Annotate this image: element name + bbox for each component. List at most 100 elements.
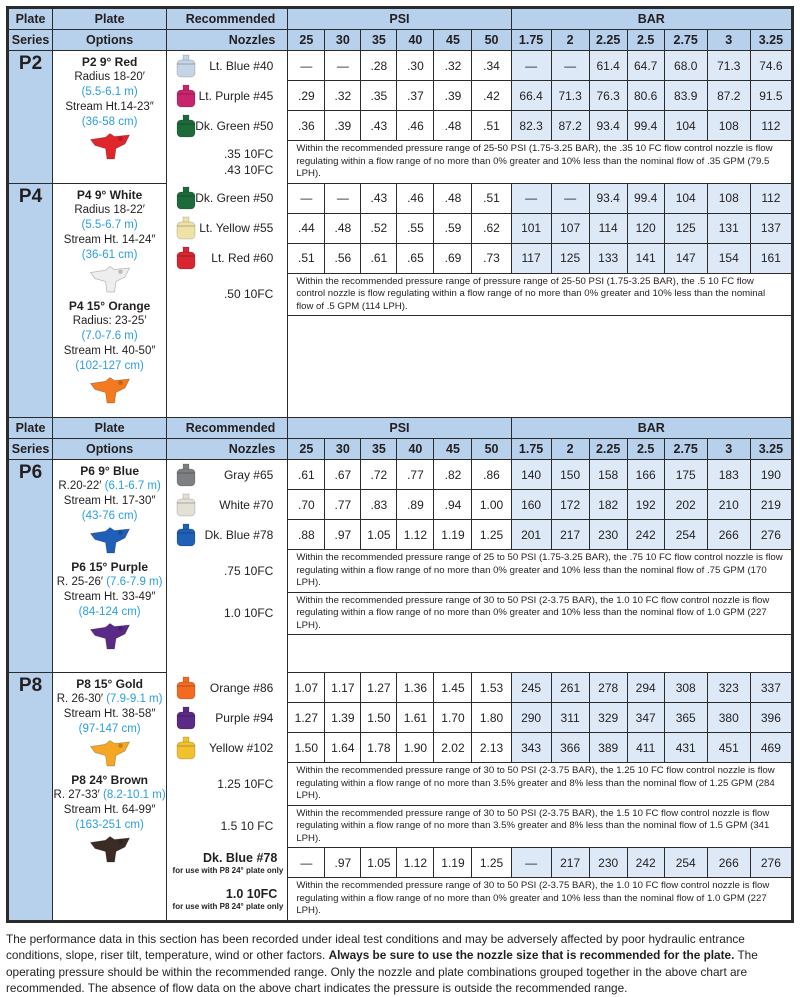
psi-value: .97 [324, 519, 362, 550]
bar-value: 172 [550, 489, 590, 520]
bar-value: 158 [588, 459, 628, 490]
psi-value: .48 [433, 110, 473, 141]
bar-header: BAR [510, 7, 794, 30]
header-row-1: Plate Plate Recommended PSI BAR [6, 417, 794, 439]
flow-control-note: Within the recommended pressure range of… [287, 591, 793, 635]
nozzle-icon [176, 54, 196, 78]
plate-spec-imperial: Radius 18-20′ [74, 71, 145, 83]
bar-value: 389 [588, 732, 628, 763]
plate-spec: Stream Ht. 38-58″ [53, 707, 166, 722]
psi-value: .46 [396, 110, 435, 141]
bar-value: 245 [510, 672, 552, 703]
nozzles-header: Recommended [166, 7, 289, 30]
psi-header: PSI [287, 417, 512, 439]
psi-value: 1.05 [360, 847, 398, 878]
nozzle-icon [176, 84, 196, 107]
nozzle-icon [176, 493, 196, 516]
psi-value: .62 [471, 212, 512, 244]
bar-value: 202 [663, 489, 708, 520]
psi-value: .82 [433, 459, 473, 490]
bar-value: 451 [706, 732, 751, 763]
nozzle-label: .75 10FC [223, 563, 274, 578]
psi-value: 1.12 [396, 519, 435, 550]
plate-spec: Stream Ht. 40-50″ [53, 344, 166, 359]
psi-value: 1.39 [324, 702, 362, 733]
psi-value: .88 [287, 519, 326, 550]
nozzle-cell: Purple #94 [166, 702, 289, 733]
bar-value: 120 [626, 212, 665, 244]
plate-series-header: Series [6, 29, 54, 51]
bar-value: 107 [550, 212, 590, 244]
psi-value: .29 [287, 80, 326, 111]
plate-options: P4 9° White Radius 18-22′ (5.5-6.7 m) Strea… [52, 182, 168, 418]
footer-text: The performance data in this section has… [6, 931, 745, 963]
flow-data-row: P8 P8 15° Gold R. 26-30′ (7.9-9.1 m) Stream… [6, 672, 794, 922]
plate-spec: R. 26-30′ (7.9-9.1 m) [53, 692, 166, 707]
bar-value: 112 [749, 182, 794, 214]
plate-spec: Radius 18-20′ [53, 70, 166, 85]
bar-value: 154 [706, 242, 751, 274]
flow-data-row: Dk. Green #50.36.39.43.46.48.51 82.3 87.2 9… [8, 110, 794, 141]
nozzle-cell: .75 10FC [166, 549, 289, 592]
bar-value: 230 [588, 847, 628, 878]
psi-value: 1.90 [396, 732, 435, 763]
bar-value: 147 [663, 242, 708, 274]
nozzle-icon [176, 114, 196, 137]
psi-value: 1.19 [433, 847, 473, 878]
plate-spec-metric: (5.5-6.1 m) [81, 86, 138, 98]
psi-value: .89 [396, 489, 435, 520]
nozzle-cell: 1.0 10FC for use with P8 24° plate only [166, 877, 289, 921]
nozzle-cell: Dk. Blue #78 for use with P8 24° plate on… [166, 847, 289, 878]
plate-icon [89, 133, 130, 160]
psi-value: .51 [471, 182, 512, 214]
bar-value: 431 [663, 732, 708, 763]
psi-value: .77 [396, 459, 435, 490]
bar-value: — [510, 847, 552, 878]
bar-value: 294 [626, 672, 665, 703]
nozzle-cell: .35 10FC .43 10FC [166, 140, 289, 183]
nozzle-label: Orange #86 [209, 680, 274, 695]
psi-value: .59 [433, 212, 473, 244]
bar-value: 137 [749, 212, 794, 244]
bar-column-header: 1.75 [510, 29, 552, 51]
psi-value: .44 [287, 212, 326, 244]
psi-value: — [324, 50, 362, 81]
flow-data-row: P6 P6 9° Blue R.20-22′ (6.1-6.7 m) Stream H… [6, 459, 794, 673]
bar-value: 68.0 [663, 50, 708, 81]
nozzle-label: Gray #65 [223, 467, 274, 482]
plate-spec-metric: (36-58 cm) [81, 116, 138, 128]
note-row: 1.25 10FC Within the recommended pressure… [8, 762, 793, 806]
bar-value: 242 [626, 519, 665, 550]
nozzle-cell: Yellow #102 [166, 732, 289, 763]
psi-value: .35 [360, 80, 398, 111]
bar-value: 217 [550, 847, 590, 878]
nozzle-label: Lt. Purple #45 [198, 88, 274, 103]
bar-value: 108 [706, 110, 751, 141]
psi-value: — [287, 847, 326, 878]
plate-icon [89, 623, 130, 650]
plate-spec-imperial: R. 27-33′ [53, 789, 104, 801]
bar-value: 396 [749, 702, 794, 733]
bar-column-header: 2.75 [663, 29, 708, 51]
psi-value: 1.36 [396, 672, 435, 703]
psi-value: .43 [360, 110, 398, 141]
bar-value: 91.5 [749, 80, 794, 111]
nozzle-label: Lt. Yellow #55 [199, 221, 274, 235]
psi-value: 1.19 [433, 519, 473, 550]
nozzle-label: 1.25 10FC [217, 776, 274, 791]
bar-value: 141 [626, 242, 665, 274]
plate-spec-imperial: Stream Ht. 40-50″ [63, 344, 156, 357]
nozzle-label: Lt. Blue #40 [209, 58, 274, 73]
plate-name: P6 9° Blue [80, 464, 140, 478]
plate-series-p6: P6 [6, 459, 54, 673]
bar-value: — [550, 50, 590, 81]
plate-spec-metric: (97-147 cm) [78, 723, 141, 735]
bar-value: 469 [749, 732, 794, 763]
nozzle-cell: Lt. Red #60 [166, 243, 289, 273]
plate-spec-imperial: R. 25-26′ [56, 576, 107, 588]
psi-value: .32 [433, 50, 473, 81]
nozzle-cell: 1.0 10FC [166, 592, 289, 635]
psi-value: 1.64 [324, 732, 362, 763]
plate-spec-imperial: Stream Ht. 14-24″ [63, 233, 156, 246]
nozzle-cell [166, 634, 289, 673]
